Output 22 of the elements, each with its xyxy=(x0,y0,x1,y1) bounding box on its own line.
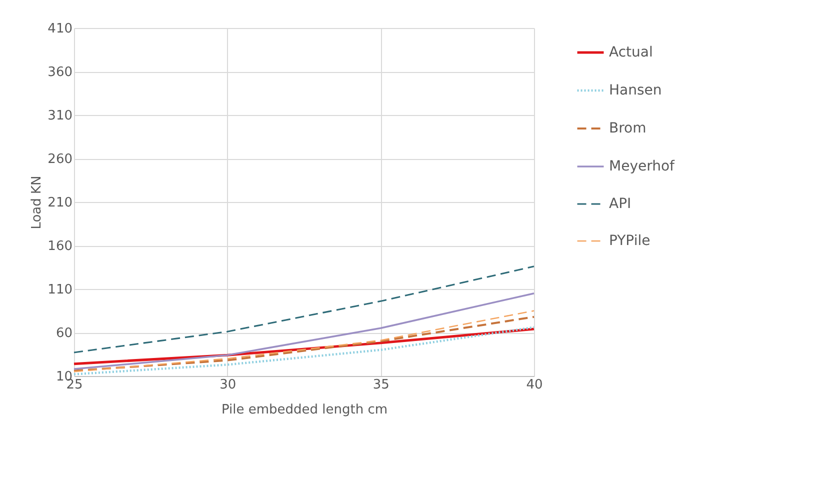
y-tick-label: 110 xyxy=(48,282,72,298)
x-tick-label: 40 xyxy=(526,378,543,392)
legend-label: Meyerhof xyxy=(609,158,676,174)
legend-label: Brom xyxy=(609,120,646,136)
x-tick-label: 35 xyxy=(372,378,390,392)
y-tick-label: 160 xyxy=(48,239,72,254)
line-series xyxy=(72,326,536,376)
x-tick-label: 30 xyxy=(220,378,236,392)
y-tick-label: 60 xyxy=(56,326,72,341)
y-tick-label: 410 xyxy=(48,22,72,36)
legend-label: Actual xyxy=(609,44,653,60)
y-tick-label: 260 xyxy=(48,152,72,167)
y-tick-label: 310 xyxy=(48,108,72,124)
legend-label: PYPile xyxy=(609,233,650,249)
legend-label: Hansen xyxy=(609,82,662,98)
line-series xyxy=(73,292,535,370)
legend-label: API xyxy=(609,196,632,212)
x-axis-title: Pile embedded length cm xyxy=(221,402,388,418)
y-axis-title: Load KN xyxy=(30,176,45,230)
y-tick-label: 210 xyxy=(48,196,72,210)
y-tick-label: 360 xyxy=(48,65,72,80)
line-series xyxy=(73,266,535,354)
